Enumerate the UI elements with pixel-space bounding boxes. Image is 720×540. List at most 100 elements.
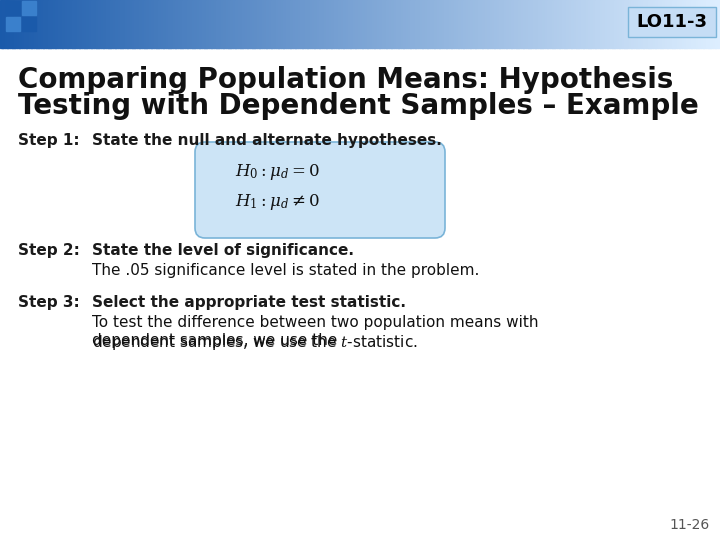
Bar (418, 0, 420, 48)
Bar (535, 0, 538, 48)
Bar (423, 0, 426, 48)
Bar (552, 0, 555, 48)
Bar (545, 0, 548, 48)
Bar (487, 0, 490, 48)
Bar (182, 0, 185, 48)
Bar (266, 0, 269, 48)
Bar (351, 0, 354, 48)
Bar (581, 0, 584, 48)
Bar (475, 0, 478, 48)
Bar (405, 0, 408, 48)
Bar (413, 0, 415, 48)
Bar (218, 0, 221, 48)
Bar (81, 0, 84, 48)
Bar (5, 0, 8, 48)
Bar (101, 0, 104, 48)
Bar (156, 0, 159, 48)
Bar (554, 0, 557, 48)
Bar (2, 0, 5, 48)
FancyBboxPatch shape (628, 7, 716, 37)
Bar (34, 0, 37, 48)
Bar (216, 0, 219, 48)
Text: $H_0: \mu_d = 0$: $H_0: \mu_d = 0$ (235, 162, 320, 182)
Text: Comparing Population Means: Hypothesis: Comparing Population Means: Hypothesis (18, 66, 673, 94)
Bar (610, 0, 613, 48)
Bar (288, 0, 291, 48)
Text: To test the difference between two population means with: To test the difference between two popul… (92, 315, 539, 330)
Bar (158, 0, 161, 48)
Bar (271, 0, 274, 48)
Bar (240, 0, 243, 48)
Bar (367, 0, 370, 48)
Bar (84, 0, 87, 48)
Bar (204, 0, 207, 48)
Text: Step 2:: Step 2: (18, 243, 80, 258)
Bar (281, 0, 284, 48)
Bar (103, 0, 106, 48)
Bar (283, 0, 286, 48)
Bar (324, 0, 327, 48)
Bar (106, 0, 109, 48)
Bar (634, 0, 636, 48)
Bar (430, 0, 433, 48)
Bar (477, 0, 480, 48)
Bar (531, 0, 534, 48)
Text: Step 1:: Step 1: (18, 133, 80, 148)
Bar (307, 0, 310, 48)
Bar (70, 0, 73, 48)
Bar (99, 0, 102, 48)
Bar (569, 0, 572, 48)
Bar (684, 0, 687, 48)
Bar (151, 0, 154, 48)
Bar (199, 0, 202, 48)
Bar (202, 0, 204, 48)
Bar (300, 0, 303, 48)
Text: $H_1: \mu_d \neq 0$: $H_1: \mu_d \neq 0$ (235, 192, 320, 212)
Bar (562, 0, 564, 48)
Bar (612, 0, 615, 48)
Bar (701, 0, 703, 48)
Bar (540, 0, 543, 48)
Bar (706, 0, 708, 48)
Bar (590, 0, 593, 48)
Bar (338, 0, 341, 48)
Bar (624, 0, 627, 48)
Bar (559, 0, 562, 48)
Bar (389, 0, 392, 48)
Bar (27, 0, 30, 48)
Bar (564, 0, 567, 48)
Bar (94, 0, 96, 48)
Bar (326, 0, 329, 48)
Bar (657, 0, 660, 48)
Bar (490, 0, 492, 48)
Text: Select the appropriate test statistic.: Select the appropriate test statistic. (92, 295, 406, 310)
Bar (547, 0, 550, 48)
Text: LO11-3: LO11-3 (636, 13, 708, 31)
Bar (331, 0, 334, 48)
Bar (708, 0, 711, 48)
Bar (675, 0, 678, 48)
Bar (557, 0, 559, 48)
Bar (636, 0, 639, 48)
Bar (502, 0, 505, 48)
Bar (425, 0, 428, 48)
Bar (77, 0, 80, 48)
Bar (24, 0, 27, 48)
Text: State the null and alternate hypotheses.: State the null and alternate hypotheses. (92, 133, 442, 148)
Bar (6, 1, 20, 15)
Bar (646, 0, 649, 48)
Bar (485, 0, 487, 48)
Bar (513, 0, 516, 48)
Bar (120, 0, 123, 48)
Bar (297, 0, 300, 48)
Bar (252, 0, 255, 48)
Bar (279, 0, 282, 48)
Bar (233, 0, 235, 48)
Bar (343, 0, 346, 48)
Bar (506, 0, 509, 48)
Bar (31, 0, 34, 48)
Bar (698, 0, 701, 48)
Bar (391, 0, 394, 48)
Bar (38, 0, 41, 48)
Bar (653, 0, 656, 48)
